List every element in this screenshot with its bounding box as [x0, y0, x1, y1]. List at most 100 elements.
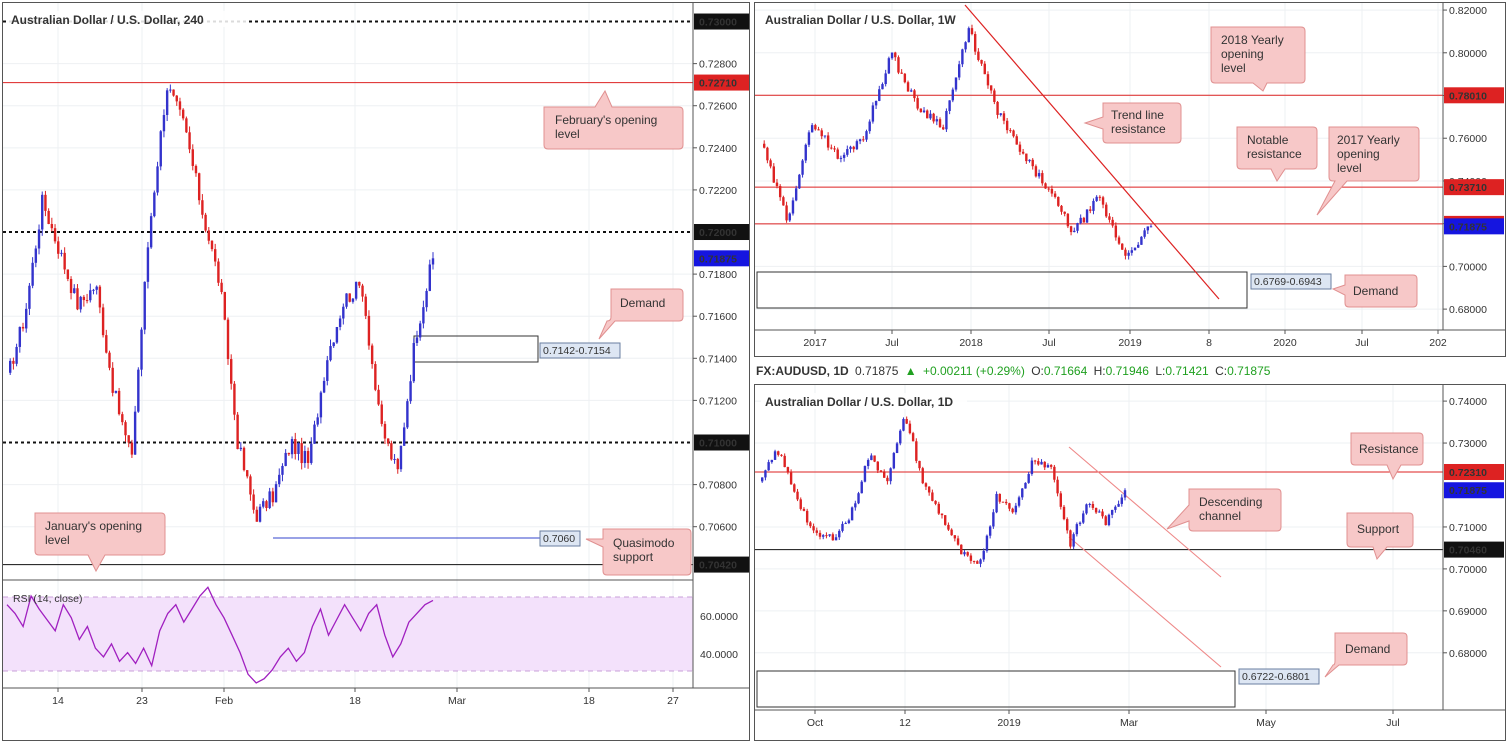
candle-body	[1085, 209, 1089, 223]
candle-body	[908, 423, 912, 434]
candle-body	[1034, 166, 1038, 177]
candle-body	[809, 522, 812, 527]
candle-body	[963, 552, 966, 555]
candle-body	[1149, 226, 1153, 228]
candle-body	[985, 535, 989, 551]
candle-body	[1114, 506, 1117, 510]
ohlc-high: 0.71946	[1105, 364, 1149, 378]
candle-body	[1050, 188, 1054, 194]
candle-body	[428, 264, 431, 291]
candle-body	[1027, 474, 1030, 483]
d1-callout-channel: Descending channel	[1166, 488, 1282, 532]
h4-title-bg	[7, 11, 247, 27]
d1-demand-zone-label-box	[1238, 668, 1320, 685]
candle-body	[1092, 200, 1095, 211]
ohlc-last: 0.71875	[855, 364, 899, 378]
candle-body	[847, 520, 851, 524]
y-tick-label: 0.82000	[1449, 5, 1487, 17]
candle-body	[370, 345, 374, 365]
candle-body	[799, 499, 802, 509]
rsi-band	[3, 597, 693, 671]
w1-callout-trendline: Trend line resistance	[1083, 102, 1182, 144]
candle-body	[932, 113, 935, 122]
candle-body	[130, 442, 134, 455]
h4-demand-zone-label-box	[539, 342, 621, 359]
candle-body	[348, 293, 351, 302]
candle-body	[98, 286, 102, 308]
candle-body	[890, 52, 894, 59]
candle-body	[1037, 461, 1040, 465]
h4-demand-zone-label: 0.7142-0.7154	[543, 345, 611, 357]
candle-body	[236, 414, 239, 450]
h4-chart[interactable]: 0.7142-0.7154 0.7060 February's opening …	[3, 3, 749, 740]
candle-body	[249, 476, 252, 495]
candle-body	[73, 288, 76, 294]
candle-body	[278, 474, 281, 485]
y-tick-label: 0.71000	[1449, 522, 1487, 534]
x-tick-label: 2018	[959, 337, 983, 349]
price-label: 0.72710	[699, 78, 737, 90]
candle-body	[873, 455, 876, 462]
w1-callout-demand: Demand	[1331, 274, 1418, 308]
candle-body	[390, 443, 393, 460]
candle-body	[1120, 497, 1123, 504]
candle-body	[1056, 479, 1059, 494]
y-tick-label: 0.80000	[1449, 48, 1487, 60]
w1-title-bg	[761, 11, 967, 27]
candle-body	[858, 139, 862, 142]
candle-body	[924, 483, 928, 487]
candle-body	[911, 433, 915, 442]
candle-body	[117, 390, 121, 415]
candle-body	[1018, 144, 1022, 152]
candle-body	[918, 460, 921, 469]
candle-body	[1098, 511, 1101, 513]
candle-body	[326, 360, 329, 381]
candle-body	[919, 108, 923, 113]
candle-body	[1140, 236, 1143, 245]
y-tick-label: 0.69000	[1449, 606, 1487, 618]
candle-body	[863, 466, 867, 482]
candle-body	[766, 147, 769, 161]
h4-quasimodo-label-box	[539, 530, 581, 547]
candle-body	[921, 468, 924, 484]
candle-body	[57, 241, 60, 254]
candle-body	[50, 223, 54, 229]
price-label-box	[694, 74, 749, 91]
candle-body	[1031, 159, 1034, 167]
candle-body	[169, 89, 172, 91]
candle-body	[185, 118, 188, 133]
w1-chart[interactable]: 0.6769-0.6943 2018 Yearly opening level …	[755, 3, 1505, 356]
candle-body	[983, 63, 986, 75]
candle-body	[380, 404, 383, 424]
candle-body	[761, 477, 764, 482]
candle-body	[281, 465, 284, 475]
candle-body	[825, 535, 828, 537]
candle-body	[967, 28, 970, 43]
candle-body	[1089, 209, 1092, 211]
candle-body	[406, 401, 409, 428]
d1-chart[interactable]: 0.6722-0.6801 Resistance Descending chan…	[755, 385, 1505, 740]
candle-body	[805, 510, 809, 523]
price-label: 0.71875	[1449, 221, 1487, 233]
candle-body	[252, 494, 255, 510]
d1-callout-support-text: Support	[1357, 522, 1400, 536]
candle-body	[815, 530, 818, 533]
candle-body	[342, 306, 345, 319]
candle-body	[964, 42, 967, 50]
candle-body	[1041, 173, 1044, 184]
x-tick-label: Jul	[1386, 717, 1399, 729]
candle-body	[996, 101, 999, 115]
candle-body	[1062, 506, 1066, 520]
candle-body	[846, 149, 849, 155]
candle-body	[1028, 159, 1031, 162]
candle-body	[153, 192, 156, 217]
ohlc-low: 0.71421	[1165, 364, 1209, 378]
candle-body	[246, 470, 249, 477]
ohlc-high-label: H:	[1093, 364, 1106, 378]
candle-body	[300, 443, 303, 464]
candle-body	[989, 85, 993, 91]
candle-body	[402, 427, 406, 446]
price-label: 0.70420	[699, 560, 737, 572]
candle-body	[1123, 490, 1127, 498]
candle-body	[290, 439, 294, 455]
